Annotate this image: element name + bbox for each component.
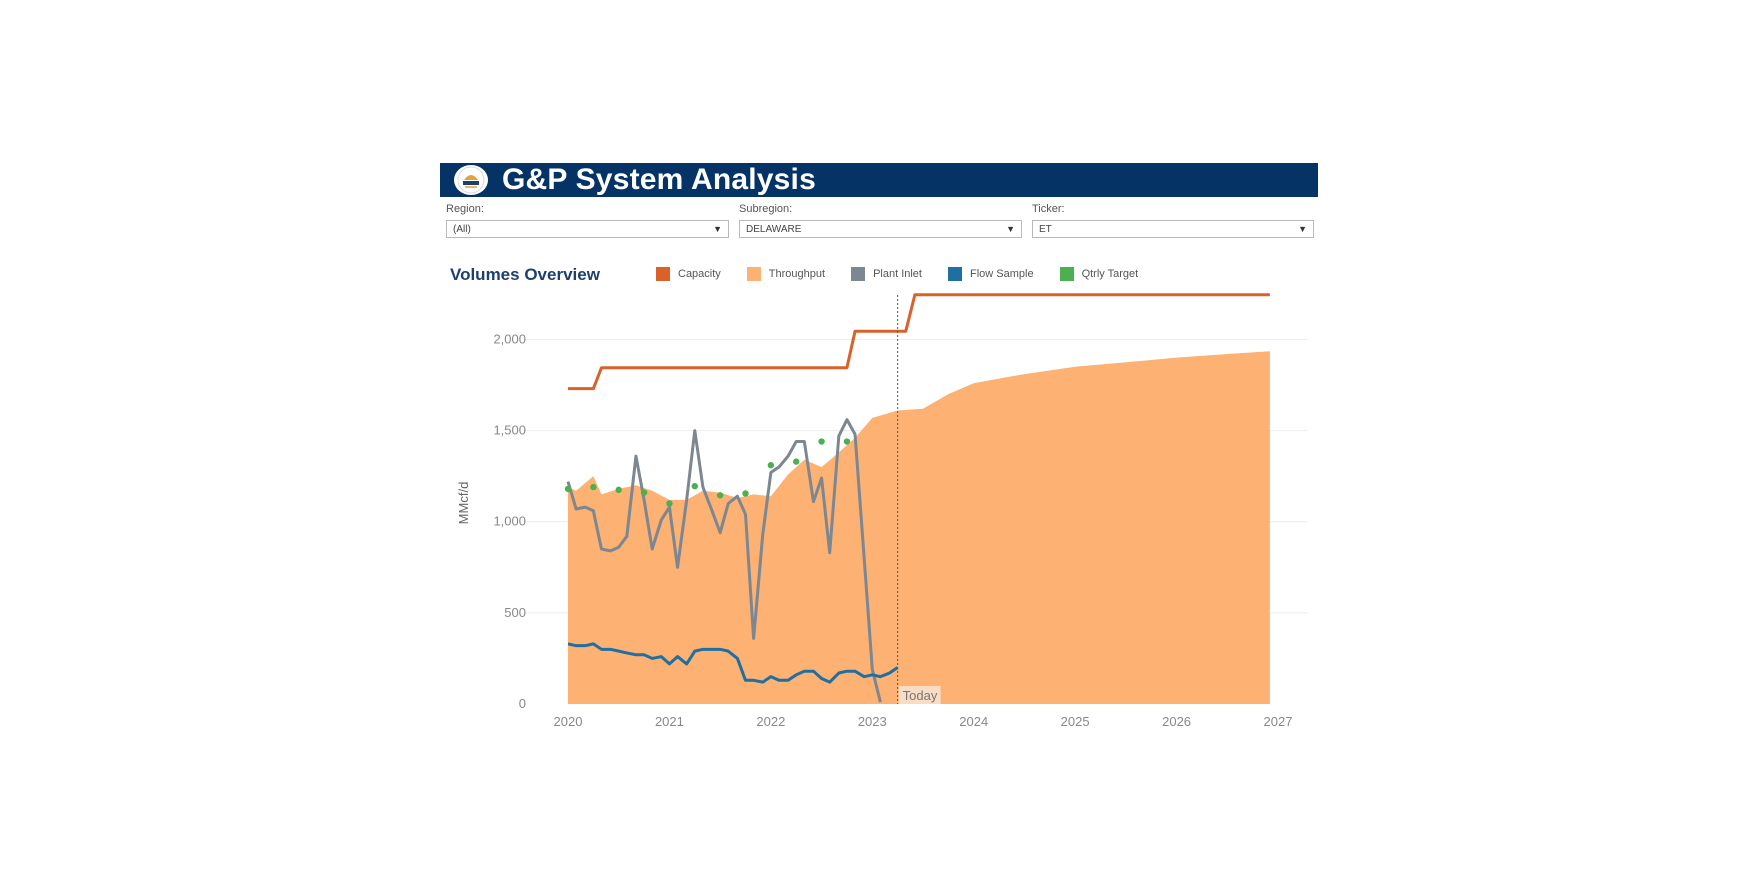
plant-inlet-line[interactable] (566, 418, 882, 703)
y-axis-label: MMcf/d (456, 482, 471, 525)
region-select-value: (All) (453, 223, 471, 235)
qtrly-target-point[interactable] (716, 492, 724, 499)
subregion-filter: Subregion: DELAWARE ▼ (739, 203, 1022, 238)
caret-down-icon: ▼ (713, 224, 722, 234)
throughput-area[interactable] (568, 351, 1270, 704)
y-tick-label: 0 (519, 696, 526, 711)
qtrly-target-point[interactable] (767, 462, 775, 469)
qtrly-target-point[interactable] (843, 438, 851, 445)
x-tick-label: 2025 (1061, 714, 1090, 729)
y-tick-label: 1,000 (493, 514, 526, 529)
caret-down-icon: ▼ (1298, 224, 1307, 234)
qtrly-target-point[interactable] (691, 482, 698, 490)
ticker-select-value: ET (1039, 223, 1052, 235)
legend-swatch (947, 267, 962, 281)
x-tick-label: 2022 (756, 714, 785, 729)
legend-label: Flow Sample (969, 268, 1034, 280)
legend-item-capacity[interactable]: Capacity (656, 267, 721, 281)
qtrly-target-point[interactable] (640, 489, 648, 496)
legend-item-plant-inlet[interactable]: Plant Inlet (851, 267, 922, 281)
subregion-select-value: DELAWARE (746, 223, 802, 235)
throughput-area-layer (568, 351, 1270, 704)
lines-layer (566, 293, 1270, 703)
today-label: Today (903, 688, 938, 703)
section-title: Volumes Overview (450, 265, 600, 284)
x-tick-label: 2024 (959, 714, 988, 729)
legend-swatch (851, 267, 866, 281)
qtrly-target-point[interactable] (666, 500, 673, 507)
x-tick-label: 2027 (1264, 714, 1293, 729)
qtrly-target-point[interactable] (590, 483, 597, 491)
dashboard: G&P System Analysis Region: (All) ▼ Subr… (440, 163, 1318, 743)
chart-legend: Capacity Throughput Plant Inlet Flow Sam… (656, 267, 1164, 281)
legend-swatch (746, 267, 761, 281)
legend-label: Throughput (768, 268, 826, 280)
y-tick-label: 1,500 (493, 423, 526, 438)
capacity-line[interactable] (568, 293, 1270, 391)
qtrly-target-point[interactable] (818, 438, 825, 445)
legend-item-qtrly-target[interactable]: Qtrly Target (1059, 267, 1139, 281)
subregion-select[interactable]: DELAWARE ▼ (739, 220, 1022, 238)
region-filter: Region: (All) ▼ (446, 203, 729, 238)
page-title: G&P System Analysis (502, 163, 816, 196)
company-logo-icon (454, 165, 488, 195)
ticker-select[interactable]: ET ▼ (1032, 220, 1314, 238)
legend-item-flow-sample[interactable]: Flow Sample (947, 267, 1034, 281)
legend-label: Qtrly Target (1081, 268, 1139, 280)
flow-sample-line[interactable] (567, 642, 899, 684)
legend-swatch (656, 267, 670, 281)
axis-layer: 0 500 1,000 1,500 2,000 2020 2021 2022 2023 2024 2… (493, 295, 1292, 729)
volumes-chart[interactable]: 0 500 1,000 1,500 2,000 2020 2021 2022 2023 2024 2… (440, 163, 1318, 743)
region-select[interactable]: (All) ▼ (446, 220, 729, 238)
x-tick-label: 2021 (655, 714, 684, 729)
qtrly-target-point[interactable] (742, 490, 749, 497)
legend-item-throughput[interactable]: Throughput (746, 267, 826, 281)
qtrly-target-point[interactable] (564, 485, 572, 493)
caret-down-icon: ▼ (1006, 224, 1015, 234)
x-tick-label: 2020 (554, 714, 583, 729)
legend-label: Capacity (678, 268, 721, 280)
region-filter-label: Region: (446, 203, 484, 215)
today-label-bg (898, 686, 941, 704)
qtrly-target-point[interactable] (615, 486, 622, 494)
ticker-filter: Ticker: ET ▼ (1032, 203, 1314, 238)
y-tick-label: 2,000 (493, 331, 526, 346)
y-tick-label: 500 (504, 605, 526, 620)
x-tick-label: 2026 (1162, 714, 1191, 729)
subregion-filter-label: Subregion: (739, 203, 793, 215)
ticker-filter-label: Ticker: (1032, 203, 1065, 215)
x-tick-label: 2023 (858, 714, 887, 729)
qtrly-target-layer (564, 438, 851, 507)
legend-swatch (1059, 267, 1074, 281)
header-bar: G&P System Analysis (440, 163, 1318, 197)
qtrly-target-point[interactable] (793, 458, 800, 465)
legend-label: Plant Inlet (873, 268, 922, 280)
